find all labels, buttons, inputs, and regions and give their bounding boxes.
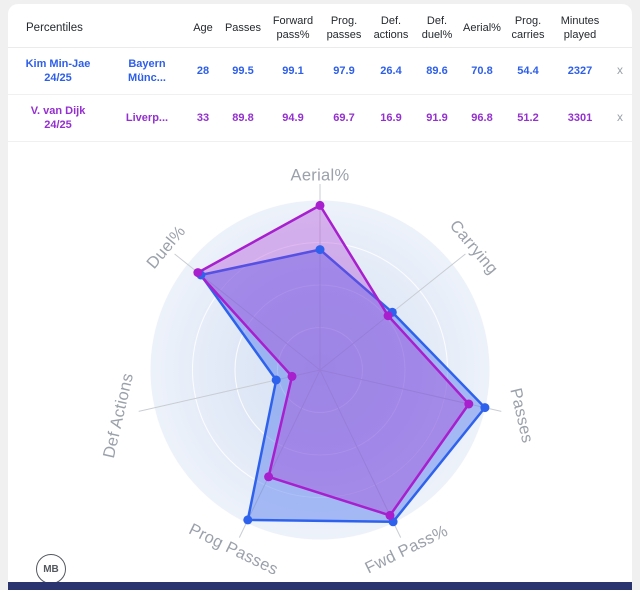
radar-vertex-dot[interactable]: [480, 403, 490, 413]
stat-def-actions: 16.9: [380, 111, 402, 124]
stat-age: 33: [196, 111, 210, 124]
radar-vertex-dot[interactable]: [464, 399, 474, 409]
stat-minutes-played: 3301: [567, 111, 593, 124]
player-season: 24/25: [44, 72, 72, 84]
radar-vertex-dot[interactable]: [315, 245, 325, 255]
column-header-def-duel: Def. duel%: [421, 14, 453, 41]
column-header-actions: [608, 25, 632, 33]
player-name: V. van Dijk: [30, 104, 86, 117]
column-header-percentiles: Percentiles: [26, 22, 83, 35]
stat-forward-pass: 99.1: [282, 64, 304, 77]
player-name: Kim Min-Jae: [25, 57, 91, 70]
radar-vertex-dot[interactable]: [287, 371, 297, 381]
radar-axis-line: [319, 369, 402, 538]
player-team-cell[interactable]: Liverp...: [125, 111, 169, 124]
column-header-aerial: Aerial%: [463, 21, 501, 34]
radar-axis-label: Duel%: [143, 222, 189, 272]
stat-passes: 89.8: [232, 111, 254, 124]
stat-age: 28: [196, 64, 210, 77]
remove-player-button[interactable]: x: [617, 63, 623, 78]
stat-passes: 99.5: [232, 64, 254, 77]
column-header-prog-passes: Prog. passes: [326, 14, 362, 41]
bottom-bar: [8, 582, 632, 590]
column-header-age: Age: [193, 21, 213, 34]
stat-def-duel: 91.9: [426, 111, 448, 124]
radar-axis-label: Passes: [506, 386, 536, 445]
stat-forward-pass: 94.9: [282, 111, 304, 124]
radar-vertex-dot[interactable]: [271, 375, 281, 385]
remove-player-button[interactable]: x: [617, 110, 623, 125]
stat-prog-carries: 51.2: [517, 111, 539, 124]
stat-prog-carries: 54.4: [517, 64, 539, 77]
column-header-minutes-played: Minutes played: [560, 14, 600, 41]
player-name-cell[interactable]: V. van Dijk 24/25: [8, 102, 108, 135]
datamb-logo-text: MB: [43, 563, 59, 575]
table-header-row: Percentiles Age Passes Forward pass% Pro…: [8, 10, 632, 48]
stat-aerial: 96.8: [471, 111, 493, 124]
stat-minutes-played: 2327: [567, 64, 593, 77]
table-row: V. van Dijk 24/25 Liverp... 33 89.8 94.9…: [8, 95, 632, 142]
player-name-cell[interactable]: Kim Min-Jae 24/25: [8, 55, 108, 88]
radar-chart: Aerial% Carrying Passes Fwd Pass% Prog Passe…: [8, 142, 632, 574]
stat-prog-passes: 69.7: [333, 111, 355, 124]
radar-series-polygon-1: [196, 204, 471, 517]
stat-def-actions: 26.4: [380, 64, 402, 77]
radar-axis-label: Def Actions: [100, 371, 137, 460]
radar-axis-line: [238, 369, 321, 538]
stat-def-duel: 89.6: [426, 64, 448, 77]
player-team-cell[interactable]: Bayern Münc...: [128, 57, 166, 84]
datamb-logo: MB: [36, 554, 66, 584]
radar-vertex-dot[interactable]: [385, 510, 395, 520]
radar-vertex-dot[interactable]: [315, 200, 325, 210]
player-season: 24/25: [44, 119, 72, 131]
radar-series-polygon-0: [199, 248, 487, 524]
radar-vertex-dot[interactable]: [264, 472, 274, 482]
stat-prog-passes: 97.9: [333, 64, 355, 77]
content-card: Percentiles Age Passes Forward pass% Pro…: [8, 4, 632, 582]
radar-vertex-dot[interactable]: [243, 515, 253, 525]
table-row: Kim Min-Jae 24/25 Bayern Münc... 28 99.5…: [8, 48, 632, 95]
column-header-passes: Passes: [224, 21, 262, 34]
column-header-prog-carries: Prog. carries: [511, 14, 545, 41]
radar-axis-label: Aerial%: [291, 166, 350, 184]
radar-vertex-dot[interactable]: [383, 311, 393, 321]
stat-aerial: 70.8: [471, 64, 493, 77]
radar-vertex-dot[interactable]: [193, 268, 203, 278]
column-header-def-actions: Def. actions: [373, 14, 409, 41]
column-header-forward-pass: Forward pass%: [272, 14, 314, 41]
